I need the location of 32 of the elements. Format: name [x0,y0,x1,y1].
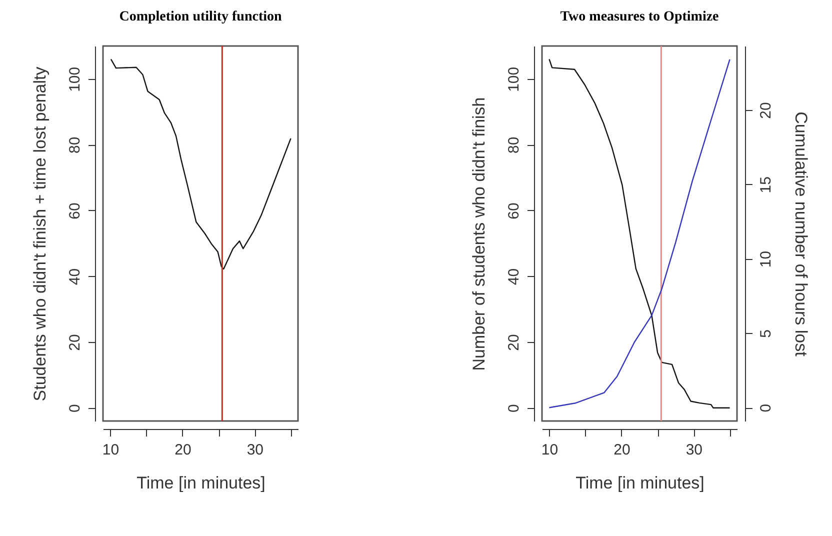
x-tick-label: 30 [686,442,703,458]
x-axis-title: Time [in minutes] [576,474,704,492]
y-tick-label: 60 [66,202,84,220]
y-tick-label: 100 [66,66,84,92]
y-tick-label: 80 [66,136,84,154]
y-tick-label: 0 [66,404,84,413]
y-tick-label: 0 [506,404,522,413]
x-tick-label: 30 [246,442,264,458]
x-tick-label: 20 [174,442,192,458]
chart-title: Completion utility function [119,9,282,24]
y-tick-label: 100 [506,66,522,92]
y-tick-label: 40 [506,268,522,286]
y-tick-label: 20 [66,334,84,351]
x-tick-label: 10 [541,442,558,458]
x-tick-label: 10 [102,442,120,458]
chart-title: Two measures to Optimize [560,9,719,24]
y2-tick-label: 5 [758,330,774,338]
y2-tick-label: 15 [758,176,774,194]
y2-axis-title: Cumulative number of hours lost [792,112,810,357]
y-axis-title: Number of students who didn't finish [470,97,488,371]
y-tick-label: 80 [506,136,522,154]
y-axis-title: Students who didn't finish + time lost penalty [30,66,50,402]
y2-tick-label: 10 [758,250,774,268]
y-tick-label: 40 [66,268,84,286]
x-axis-title: Time [in minutes] [136,474,266,492]
y2-tick-label: 0 [758,404,774,412]
y-tick-label: 60 [506,202,522,220]
y-tick-label: 20 [506,334,522,351]
line-series [110,58,292,270]
x-tick-label: 20 [614,442,630,458]
y2-tick-label: 20 [758,102,774,119]
line-series [548,58,730,408]
